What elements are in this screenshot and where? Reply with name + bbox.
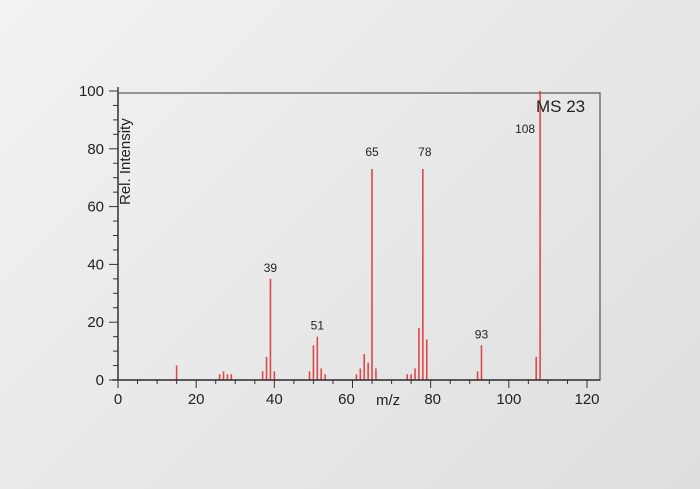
y-tick-label-40: 40 bbox=[87, 256, 104, 273]
peak-label-93: 93 bbox=[475, 327, 489, 341]
x-tick-label-0: 0 bbox=[114, 391, 122, 408]
x-axis-label: m/z bbox=[376, 392, 400, 409]
x-tick-label-40: 40 bbox=[266, 391, 283, 408]
peak-labels-group: 39 51 65 78 93 108 bbox=[264, 122, 536, 341]
peaks-group bbox=[175, 91, 541, 380]
y-tick-label-20: 20 bbox=[87, 314, 104, 331]
y-axis-label: Rel. Intensity bbox=[117, 118, 134, 205]
y-tick-label-100: 100 bbox=[79, 83, 104, 100]
x-tick-label-120: 120 bbox=[574, 391, 599, 408]
axes-group: 0 20 40 60 80 100 0 20 40 60 80 100 120 bbox=[79, 83, 600, 408]
peak-label-39: 39 bbox=[264, 261, 278, 275]
x-tick-label-20: 20 bbox=[188, 391, 205, 408]
peak-label-65: 65 bbox=[365, 145, 379, 159]
y-tick-label-80: 80 bbox=[87, 141, 104, 158]
spectrum-label: MS 23 bbox=[536, 97, 585, 116]
x-tick-label-80: 80 bbox=[424, 391, 441, 408]
peak-label-78: 78 bbox=[418, 145, 432, 159]
peak-label-108: 108 bbox=[515, 122, 535, 136]
plot-frame-box bbox=[117, 92, 601, 381]
x-tick-label-60: 60 bbox=[338, 391, 355, 408]
plot-frame bbox=[117, 92, 601, 381]
peak-label-51: 51 bbox=[311, 319, 325, 333]
y-tick-label-0: 0 bbox=[96, 372, 104, 389]
y-tick-label-60: 60 bbox=[87, 199, 104, 216]
x-tick-label-100: 100 bbox=[496, 391, 521, 408]
